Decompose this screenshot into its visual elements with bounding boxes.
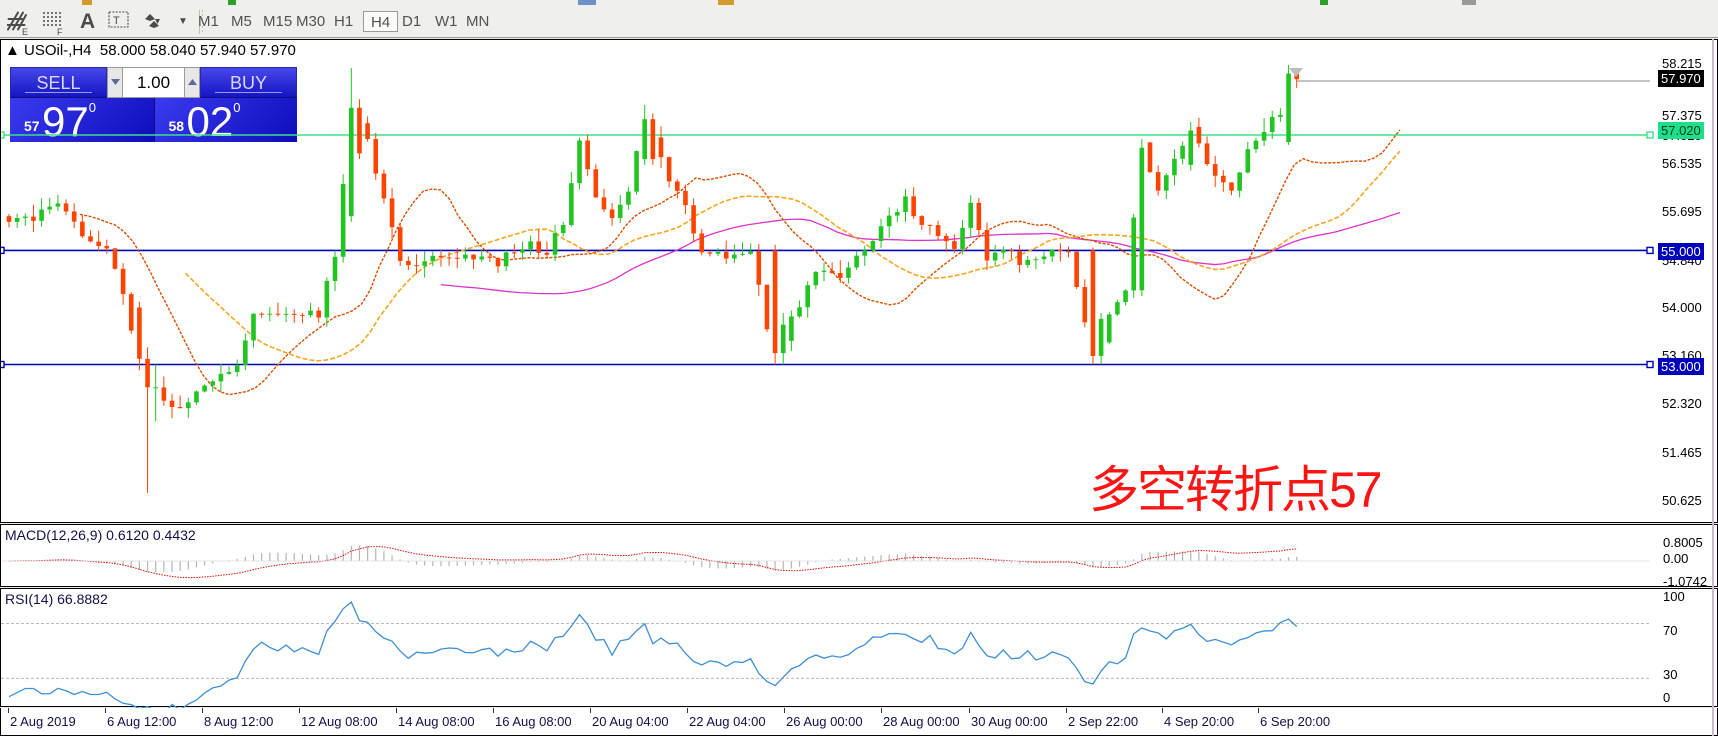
svg-text:E: E: [22, 27, 28, 36]
svg-text:F: F: [57, 27, 63, 36]
svg-text:T: T: [113, 15, 120, 27]
